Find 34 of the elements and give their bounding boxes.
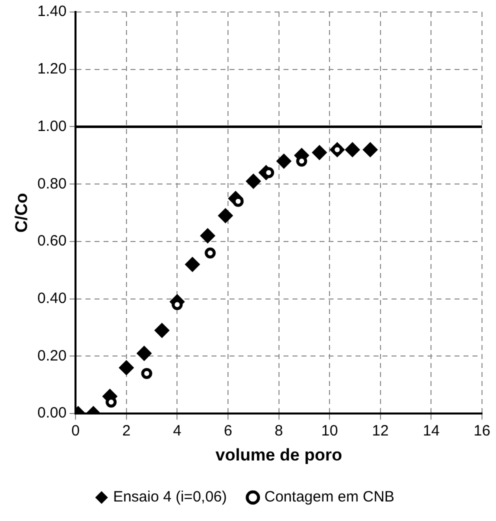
point <box>118 360 134 376</box>
point <box>200 228 216 244</box>
y-tick-label: 1.00 <box>37 118 67 135</box>
point <box>141 368 152 379</box>
x-tick-label: 12 <box>372 422 389 440</box>
legend-label: Ensaio 4 (i=0,06) <box>113 488 227 506</box>
x-tick-label: 10 <box>321 422 338 440</box>
y-tick-label: 0.80 <box>37 175 67 192</box>
y-tick-label: 0.00 <box>37 404 67 422</box>
x-tick-label: 4 <box>173 422 182 440</box>
x-tick-label: 14 <box>422 422 440 440</box>
point <box>246 174 261 189</box>
point <box>204 247 216 258</box>
y-tick-label: 0.60 <box>37 232 67 250</box>
y-tick-label: 1.40 <box>37 3 67 20</box>
x-tick-label: 6 <box>224 422 232 440</box>
x-axis-title: volume de poro <box>216 445 342 464</box>
y-tick-label: 0.20 <box>37 347 67 364</box>
point <box>154 322 170 338</box>
y-tick-label: 0.40 <box>37 290 67 307</box>
point <box>184 256 200 272</box>
y-axis-title: C/Co <box>12 192 31 233</box>
point <box>312 145 327 160</box>
point <box>136 346 152 361</box>
legend-label: Contagem em CNB <box>264 488 394 506</box>
x-tick-label: 0 <box>71 422 80 440</box>
x-tick-label: 16 <box>474 422 490 440</box>
x-tick-label: 2 <box>122 422 131 440</box>
y-tick-label: 1.20 <box>37 60 67 78</box>
point <box>218 208 233 224</box>
point <box>362 142 378 158</box>
point <box>344 142 360 158</box>
x-tick-label: 8 <box>274 422 283 440</box>
point <box>276 154 292 169</box>
